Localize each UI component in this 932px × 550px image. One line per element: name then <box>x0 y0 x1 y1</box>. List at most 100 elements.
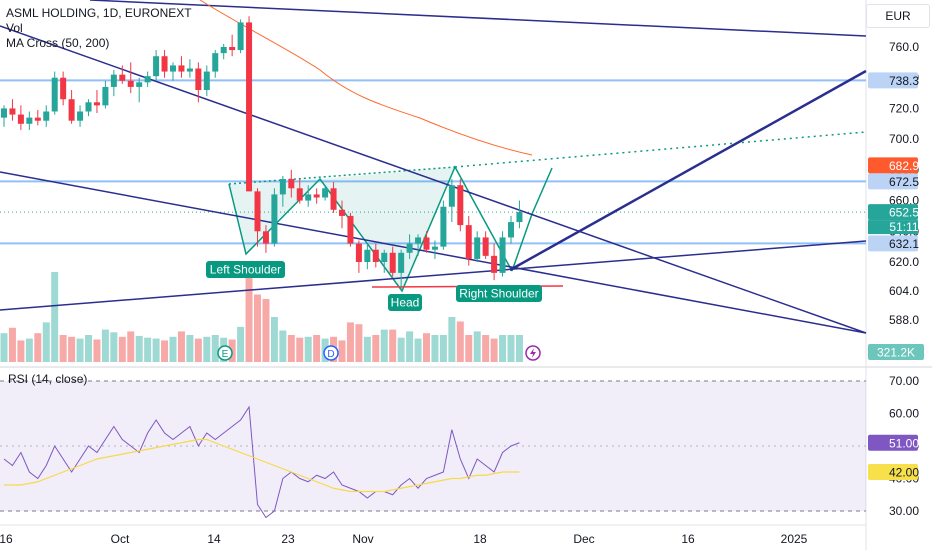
head-shoulders-pattern <box>228 131 867 293</box>
candle-body <box>77 111 84 121</box>
volume-bar <box>431 335 439 362</box>
volume-bar <box>127 331 135 362</box>
candle-body <box>474 237 481 259</box>
neckline-extension <box>454 131 867 168</box>
price-label-bg <box>868 173 918 190</box>
candle-body <box>212 53 219 72</box>
volume-bar <box>372 335 380 362</box>
rsi-ma-last-label: 42.00 <box>889 466 919 480</box>
volume-bar <box>473 331 481 362</box>
dividend-marker <box>323 345 339 361</box>
volume-bar <box>245 277 253 362</box>
candle-body <box>347 215 354 244</box>
candle-body <box>51 77 58 112</box>
volume-bar <box>456 321 464 362</box>
volume-bar <box>0 333 8 362</box>
candle-body <box>364 249 371 262</box>
volume-bar <box>313 335 321 362</box>
volume-bar <box>135 335 143 362</box>
trend-line <box>509 69 867 272</box>
volume-bar <box>8 327 16 362</box>
price-label-bg <box>868 72 918 89</box>
volume-bar <box>17 340 25 362</box>
date-tick-label: 18 <box>473 532 487 546</box>
volume-bar <box>515 335 523 362</box>
candle-body <box>110 74 117 87</box>
candle-body <box>389 252 396 273</box>
candle-body <box>381 252 388 262</box>
left-shoulder-label-bg <box>206 261 285 278</box>
candle-body <box>448 185 455 207</box>
date-tick-label: Nov <box>352 532 373 546</box>
volume-bar <box>482 335 490 362</box>
volume-value-label: 321.2K <box>877 346 915 360</box>
volume-bar <box>279 330 287 362</box>
candle-body <box>246 22 253 192</box>
date-tick-label: 23 <box>281 532 295 546</box>
candle-body <box>516 212 523 223</box>
candle-body <box>305 194 312 201</box>
rsi-indicator-label[interactable]: RSI (14, close) <box>8 372 88 386</box>
volume-bar <box>423 333 430 362</box>
candle-body <box>34 117 41 121</box>
price-tick-label: 760.0 <box>889 40 919 54</box>
volume-bar <box>270 317 278 362</box>
price-tick-label: 620.0 <box>889 255 919 269</box>
candle-body <box>127 80 134 87</box>
volume-bar <box>25 338 33 362</box>
candle-body <box>372 249 379 262</box>
ma-cross-indicator-label[interactable]: MA Cross (50, 200) <box>6 36 110 50</box>
price-label-bg <box>868 235 918 252</box>
price-label: 672.5 <box>889 175 919 189</box>
currency-button[interactable]: EUR <box>866 4 930 28</box>
volume-bar <box>68 336 76 362</box>
candle-body <box>220 47 227 54</box>
candle-body <box>144 76 151 83</box>
volume-bar <box>152 338 160 362</box>
price-tick-label: 604.0 <box>889 284 919 298</box>
candle-body <box>119 74 126 81</box>
symbol-title[interactable]: ASML HOLDING, 1D, EURONEXT <box>6 6 192 20</box>
horizontal-levels <box>0 79 866 245</box>
candle-body <box>499 237 506 273</box>
volume-bar <box>85 335 92 362</box>
candle-body <box>339 209 345 216</box>
candle-body <box>322 188 329 198</box>
candle-body <box>508 222 514 238</box>
pattern-zigzag <box>228 165 513 293</box>
lightning-icon <box>530 348 536 358</box>
rsi-last-bg <box>868 434 918 451</box>
volume-bar <box>177 331 185 362</box>
candle-body <box>355 243 362 262</box>
right-shoulder-label-bg <box>456 285 542 302</box>
date-tick-label: 14 <box>207 532 221 546</box>
volume-bar <box>42 322 50 362</box>
rsi-line <box>3 405 520 519</box>
volume-bar <box>118 336 126 362</box>
volume-bar <box>380 329 388 362</box>
rsi-last-label: 51.00 <box>889 436 919 450</box>
price-tick-label: 720.0 <box>889 101 919 115</box>
candle-body <box>398 252 405 273</box>
candle-body <box>68 99 75 121</box>
volume-bar <box>296 337 304 362</box>
rsi-tick-label: 70.00 <box>889 374 919 388</box>
date-tick-label: Oct <box>111 532 130 546</box>
candle-body <box>237 22 244 51</box>
volume-label-bg <box>868 344 924 360</box>
candle-body <box>465 225 472 259</box>
volume-bar <box>490 338 498 362</box>
volume-bar <box>161 340 169 362</box>
candle-body <box>431 246 438 250</box>
candle-body <box>1 108 7 118</box>
earnings-marker <box>217 345 233 361</box>
candle-body <box>279 179 286 195</box>
volume-indicator-label[interactable]: Vol <box>6 21 23 35</box>
candle-body <box>195 68 202 91</box>
trend-line <box>0 240 867 311</box>
volume-bar <box>203 336 211 362</box>
volume-bar <box>144 337 152 362</box>
volume-bar <box>211 335 219 362</box>
